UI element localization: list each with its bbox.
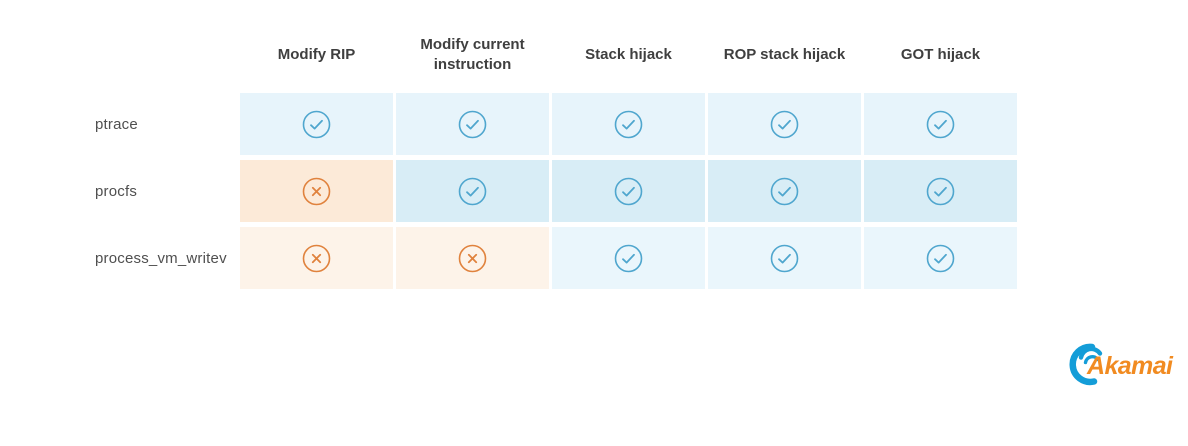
matrix-cell-check xyxy=(240,93,393,155)
header-row: Modify RIP Modify current instruction Stac… xyxy=(0,30,1017,80)
check-icon xyxy=(770,110,799,138)
column-header: Stack hijack xyxy=(585,45,672,63)
matrix-body: ptrace procfs process_vm_writev xyxy=(0,93,1017,289)
matrix-cell-check xyxy=(396,93,549,155)
check-icon xyxy=(926,244,955,272)
check-icon xyxy=(302,110,331,138)
matrix-cell-cross xyxy=(240,160,393,222)
matrix-cell-check xyxy=(708,227,861,289)
matrix-cell-cross xyxy=(396,227,549,289)
column-header: Modify RIP xyxy=(277,45,356,63)
check-icon xyxy=(614,177,643,205)
check-icon xyxy=(458,177,487,205)
matrix-cell-check xyxy=(396,160,549,222)
cross-icon xyxy=(458,244,487,272)
column-header: ROP stack hijack xyxy=(723,45,846,63)
column-header: Modify current instruction xyxy=(420,35,525,73)
check-icon xyxy=(614,244,643,272)
check-icon xyxy=(458,110,487,138)
check-icon xyxy=(614,110,643,138)
matrix-row: process_vm_writev xyxy=(0,227,1017,289)
check-icon xyxy=(770,244,799,272)
matrix-row: ptrace xyxy=(0,93,1017,155)
cross-icon xyxy=(302,177,331,205)
cross-icon xyxy=(302,244,331,272)
matrix-cell-check xyxy=(864,93,1017,155)
matrix-cell-check xyxy=(708,93,861,155)
check-icon xyxy=(770,177,799,205)
matrix-cell-check xyxy=(864,160,1017,222)
check-icon xyxy=(926,110,955,138)
row-label: procfs xyxy=(95,182,138,200)
akamai-logo: Akamai xyxy=(1058,342,1173,390)
akamai-wave-icon xyxy=(1069,343,1103,386)
capability-matrix: Modify RIP Modify current instruction Stac… xyxy=(0,30,1017,294)
column-header: GOT hijack xyxy=(900,45,981,63)
matrix-cell-check xyxy=(552,160,705,222)
matrix-cell-check xyxy=(708,160,861,222)
row-label: ptrace xyxy=(95,115,138,133)
row-label: process_vm_writev xyxy=(95,249,227,267)
akamai-logo-text: Akamai xyxy=(1087,352,1173,380)
matrix-cell-check xyxy=(864,227,1017,289)
matrix-row: procfs xyxy=(0,160,1017,222)
matrix-cell-cross xyxy=(240,227,393,289)
matrix-cell-check xyxy=(552,227,705,289)
matrix-cell-check xyxy=(552,93,705,155)
check-icon xyxy=(926,177,955,205)
